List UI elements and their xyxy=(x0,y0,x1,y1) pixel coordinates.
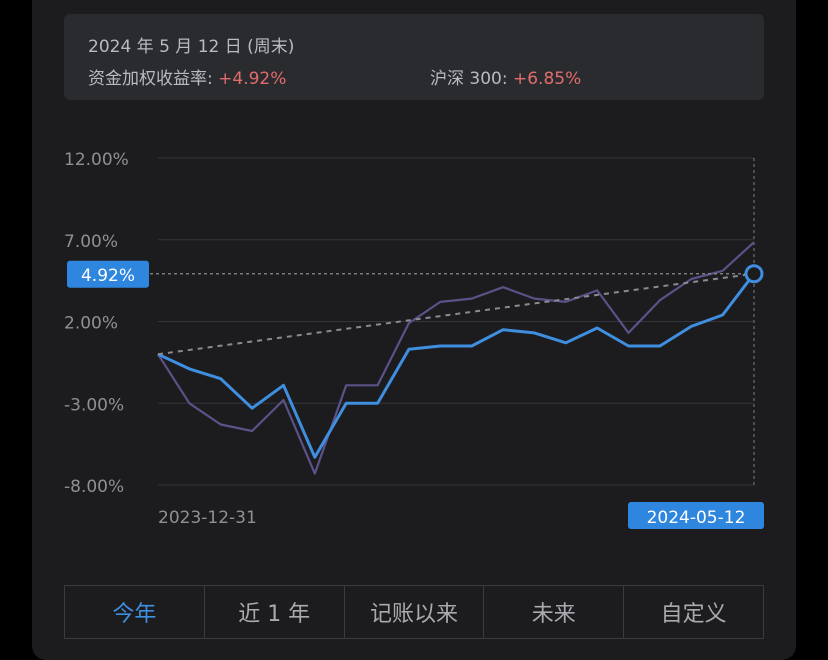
tab-custom[interactable]: 自定义 xyxy=(660,602,727,627)
y-tick-label: 2.00% xyxy=(64,314,118,334)
x-end-badge xyxy=(628,502,764,529)
trend-line xyxy=(157,272,755,356)
current-value-label: 4.92% xyxy=(81,266,135,286)
y-tick-label: -3.00% xyxy=(64,395,124,415)
y-tick-label: 12.00% xyxy=(64,150,129,170)
current-value-badge xyxy=(67,260,149,288)
x-end-label: 2024-05-12 xyxy=(647,508,746,528)
return-chart[interactable]: 12.00% 7.00% 2.00% -3.00% -8.00% 2023-12-31 20… xyxy=(0,0,828,580)
end-point-marker xyxy=(744,264,764,284)
info-panel: 2024 年 5 月 12 日 (周末) 资金加权收益率: +4.92% 沪深 … xyxy=(64,14,764,100)
chart-card xyxy=(32,0,796,660)
x-start-label: 2023-12-31 xyxy=(158,508,257,528)
fund-return-value: +4.92% xyxy=(218,69,287,89)
fund-return-line xyxy=(157,272,756,459)
index-return-line xyxy=(157,241,755,475)
period-tabs: 今年 近 1 年 记账以来 未来 自定义 xyxy=(64,585,764,639)
tab-this-year[interactable]: 今年 xyxy=(65,586,205,638)
tab-future[interactable]: 未来 xyxy=(484,586,625,638)
fund-return-label: 资金加权收益率: xyxy=(88,69,213,89)
index-return: 沪深 300: +6.85% xyxy=(430,64,581,89)
index-return-value: +6.85% xyxy=(513,69,582,89)
tab-last-1-year[interactable]: 近 1 年 xyxy=(205,586,345,638)
index-return-label: 沪深 300: xyxy=(430,69,508,89)
tab-since-start[interactable]: 记账以来 xyxy=(345,586,485,638)
fund-return: 资金加权收益率: +4.92% xyxy=(88,64,286,89)
y-tick-label: -8.00% xyxy=(64,477,124,497)
y-tick-label: 7.00% xyxy=(64,232,118,252)
date-label: 2024 年 5 月 12 日 (周末) xyxy=(88,37,295,57)
